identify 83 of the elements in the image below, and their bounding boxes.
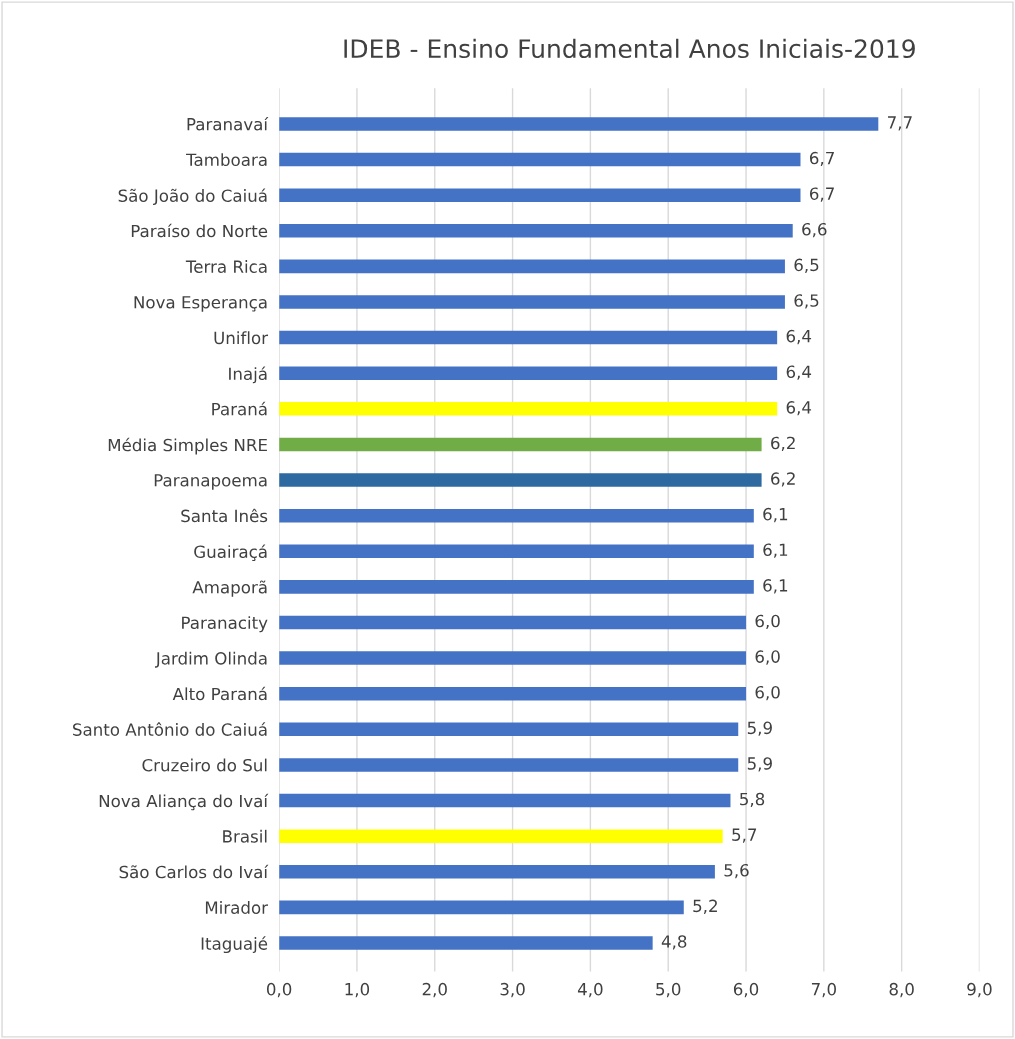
data-label: 6,0 xyxy=(755,685,780,701)
data-label: 7,7 xyxy=(888,116,912,131)
bar xyxy=(279,580,754,594)
x-tick-label: 5,0 xyxy=(656,982,681,998)
bar xyxy=(279,295,785,309)
data-label: 6,1 xyxy=(763,507,788,523)
bar xyxy=(279,900,684,915)
y-tick-label: Itaguajé xyxy=(201,936,268,954)
y-tick-label: Jardim Olinda xyxy=(154,651,267,668)
bar xyxy=(279,437,762,452)
y-tick-label: Paranavaí xyxy=(187,116,269,131)
x-tick-label: 9,0 xyxy=(967,982,992,998)
data-label: 5,9 xyxy=(747,757,772,772)
data-label: 6,1 xyxy=(763,579,788,594)
y-tick-label: Mirador xyxy=(205,901,269,914)
y-tick-label: São João do Caiuá xyxy=(118,188,267,206)
bar xyxy=(279,366,778,380)
bar xyxy=(279,793,731,808)
y-tick-label: Alto Paraná xyxy=(172,686,267,701)
y-tick-label: Nova Aliança do Ivaí xyxy=(99,793,269,811)
y-tick-label: Paranapoema xyxy=(154,474,267,490)
data-label: 6,6 xyxy=(802,222,827,238)
bar xyxy=(279,117,879,131)
x-tick-label: 3,0 xyxy=(500,982,525,998)
bar xyxy=(279,473,762,487)
bar xyxy=(279,615,747,630)
data-label: 6,0 xyxy=(755,614,780,630)
data-label: 5,6 xyxy=(724,863,749,879)
data-label: 5,8 xyxy=(740,792,765,808)
data-label: 5,9 xyxy=(747,721,772,736)
bar xyxy=(279,864,715,879)
bar xyxy=(279,544,754,559)
data-label: 6,4 xyxy=(786,329,812,345)
y-tick-label: Cruzeiro do Sul xyxy=(142,758,267,772)
y-tick-label: Guairaçá xyxy=(194,544,267,562)
y-tick-label: Tamboara xyxy=(186,153,267,167)
data-label: 5,2 xyxy=(693,899,717,914)
y-tick-label: Terra Rica xyxy=(185,260,267,273)
data-label: 4,8 xyxy=(661,935,687,950)
data-label: 6,5 xyxy=(794,294,819,309)
data-label: 6,7 xyxy=(809,151,834,167)
y-tick-label: Paraná xyxy=(212,401,267,416)
bar xyxy=(279,223,793,238)
y-tick-label: Uniflor xyxy=(214,331,269,345)
y-tick-label: Inajá xyxy=(229,366,267,384)
bar xyxy=(279,330,778,345)
chart-title: IDEB - Ensino Fundamental Anos Iniciais-2019 xyxy=(344,38,915,59)
y-tick-label: Brasil xyxy=(223,829,267,843)
bar xyxy=(279,508,754,523)
data-label: 6,2 xyxy=(771,436,795,451)
y-tick-label: Média Simples NRE xyxy=(108,437,267,455)
x-tick-label: 1,0 xyxy=(345,982,370,998)
data-label: 6,4 xyxy=(786,365,812,380)
data-label: 5,7 xyxy=(732,828,757,843)
bar xyxy=(279,686,747,701)
y-tick-label: Paranacity xyxy=(182,616,268,633)
y-tick-label: Santo Antônio do Caiuá xyxy=(73,722,267,736)
x-tick-label: 8,0 xyxy=(889,982,914,998)
y-tick-label: Paraíso do Norte xyxy=(131,223,268,238)
bar xyxy=(279,152,801,167)
x-tick-label: 2,0 xyxy=(422,982,447,998)
bar xyxy=(279,402,778,416)
x-tick-label: 4,0 xyxy=(577,982,603,998)
y-tick-label: Santa Inês xyxy=(181,508,268,523)
bar xyxy=(279,829,723,843)
bar xyxy=(279,259,785,274)
data-label: 6,5 xyxy=(794,258,819,273)
bar xyxy=(279,758,739,772)
x-tick-label: 7,0 xyxy=(811,982,836,998)
bar xyxy=(279,188,801,202)
x-tick-label: 0,0 xyxy=(266,982,292,998)
data-label: 6,0 xyxy=(755,650,780,665)
bar xyxy=(279,651,747,665)
data-label: 6,2 xyxy=(771,472,795,487)
y-tick-label: Amaporã xyxy=(192,580,267,597)
y-tick-label: São Carlos do Ivaí xyxy=(119,864,269,879)
bar xyxy=(279,936,653,950)
y-tick-label: Nova Esperança xyxy=(134,296,267,312)
data-label: 6,1 xyxy=(763,543,788,558)
data-label: 6,4 xyxy=(786,401,812,416)
data-label: 6,7 xyxy=(809,187,834,202)
bar xyxy=(279,722,739,737)
x-tick-label: 6,0 xyxy=(733,982,759,998)
